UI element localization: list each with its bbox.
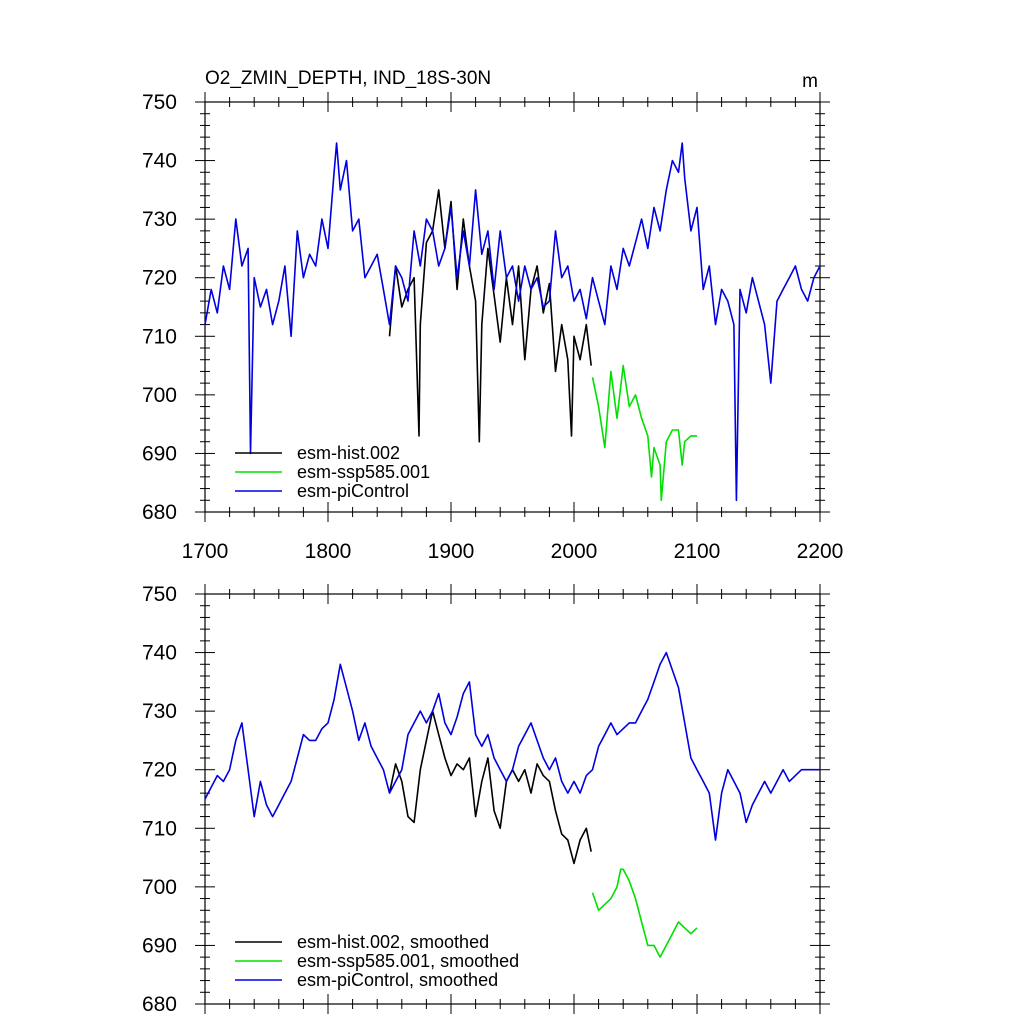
top-x-tick-labels: 1700 1800 1900 2000 2100 2200 <box>182 540 844 563</box>
bottom-panel: 680 690 700 710 720 730 740 750 esm-hist.002, s… <box>142 583 830 1016</box>
y-tick-label: 730 <box>142 208 177 231</box>
top-plot-frame <box>204 101 821 513</box>
bottom-y-tick-labels: 680 690 700 710 720 730 740 750 <box>142 583 177 1016</box>
series-line-0 <box>388 710 592 865</box>
chart-title: O2_ZMIN_DEPTH, IND_18S-30N <box>205 68 491 89</box>
y-tick-label: 750 <box>142 91 177 114</box>
series-line-2 <box>204 142 821 502</box>
series-line-1 <box>591 868 698 958</box>
y-tick-label: 710 <box>142 325 177 348</box>
y-tick-label: 750 <box>142 583 177 606</box>
y-tick-label: 690 <box>142 934 177 957</box>
x-tick-label: 2200 <box>797 540 844 563</box>
y-tick-label: 710 <box>142 817 177 840</box>
x-tick-label: 2000 <box>551 540 598 563</box>
legend-label: esm-piControl <box>297 481 409 501</box>
x-tick-label: 1700 <box>182 540 229 563</box>
y-tick-label: 740 <box>142 150 177 173</box>
x-tick-label: 2100 <box>674 540 721 563</box>
y-tick-label: 700 <box>142 876 177 899</box>
x-tick-label: 1800 <box>305 540 352 563</box>
bottom-axis-ticks <box>195 584 830 1014</box>
series-line-1 <box>591 364 697 502</box>
series-line-0 <box>388 189 592 443</box>
legend-label: esm-ssp585.001 <box>297 462 430 482</box>
top-y-tick-labels: 680 690 700 710 720 730 740 750 <box>142 91 177 524</box>
bottom-series-group <box>204 651 820 958</box>
y-tick-label: 740 <box>142 642 177 665</box>
top-panel: O2_ZMIN_DEPTH, IND_18S-30N m 680 690 700 71… <box>142 68 843 563</box>
legend-label: esm-hist.002 <box>297 443 400 463</box>
y-tick-label: 680 <box>142 501 177 524</box>
series-line-2 <box>204 651 820 841</box>
y-tick-label: 700 <box>142 384 177 407</box>
y-tick-label: 690 <box>142 442 177 465</box>
top-series-group <box>204 142 821 502</box>
y-tick-label: 720 <box>142 267 177 290</box>
legend-label: esm-hist.002, smoothed <box>297 932 489 952</box>
y-tick-label: 730 <box>142 700 177 723</box>
legend-label: esm-piControl, smoothed <box>297 970 498 990</box>
y-tick-label: 680 <box>142 993 177 1016</box>
x-tick-label: 1900 <box>428 540 475 563</box>
top-axis-ticks <box>195 92 830 522</box>
legend-label: esm-ssp585.001, smoothed <box>297 951 519 971</box>
units-label: m <box>802 71 818 92</box>
y-tick-label: 720 <box>142 759 177 782</box>
